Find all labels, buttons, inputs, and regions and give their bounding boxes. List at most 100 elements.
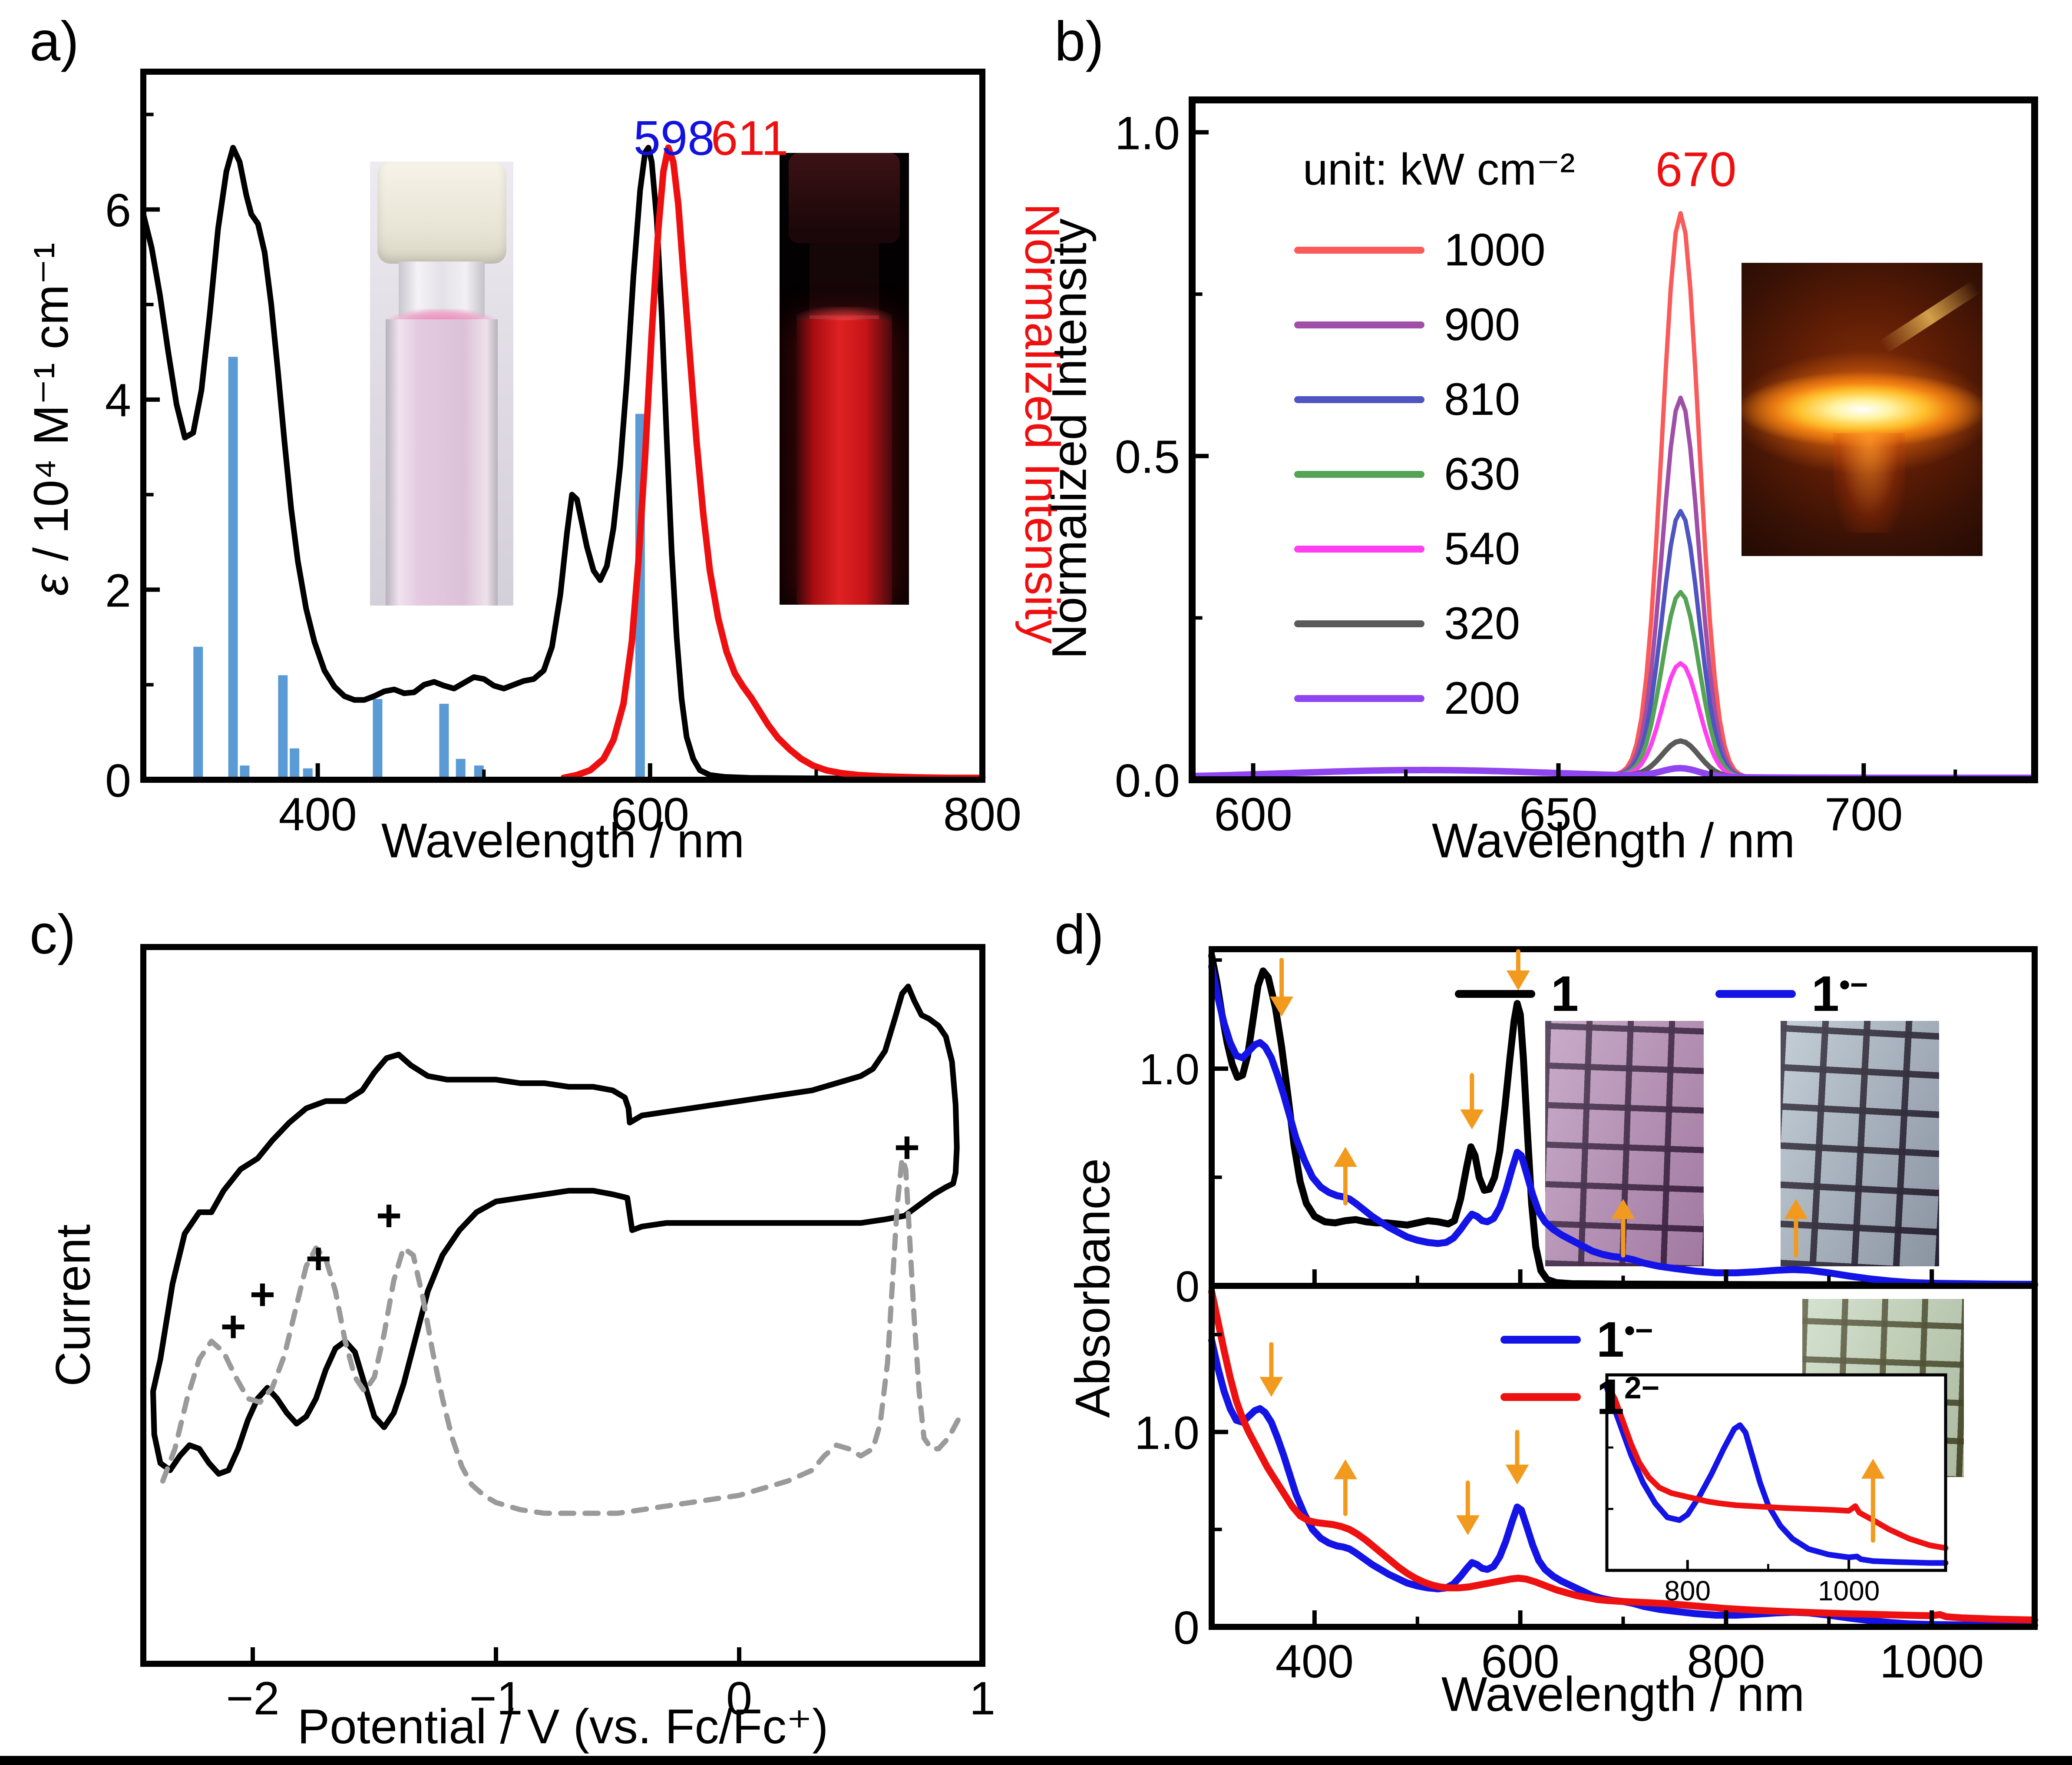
legend-superscript: 2− [1624, 1371, 1660, 1406]
y-tick-label: 0 [1173, 1601, 1200, 1654]
x-tick-label: −2 [226, 1672, 279, 1725]
arrow-head [1456, 1515, 1480, 1536]
y-tick-label: 0 [105, 754, 131, 807]
plot-frame [140, 944, 985, 1667]
arrow-head [1270, 997, 1294, 1017]
laser-flash-photo [1742, 263, 1983, 556]
arrow-head [1460, 1109, 1484, 1129]
d-y-axis-title: Absorbance [1065, 1158, 1120, 1418]
legend-swatch [1294, 396, 1424, 403]
legend-swatch [1500, 1393, 1581, 1401]
x-tick-label: 600 [611, 788, 689, 841]
d-x-axis-title: Wavelength / nm [1441, 1667, 1805, 1722]
x-tick-label: 800 [943, 788, 1021, 841]
plot-frame [140, 69, 985, 783]
x-tick-label: 0 [726, 1672, 752, 1725]
x-tick-label: 1 [969, 1672, 995, 1725]
d-legend-compound-1: 1 [1455, 965, 1579, 1023]
b-y-axis-title: Normalized Intensity [1042, 218, 1097, 659]
legend-label: 540 [1444, 523, 1520, 574]
legend-label: 12− [1596, 1369, 1660, 1425]
arrow-head [1333, 1147, 1357, 1167]
a-x-axis-title: Wavelength / nm [381, 813, 745, 868]
x-tick-label: 400 [1276, 1635, 1354, 1688]
y-tick-label: 1.0 [1134, 1406, 1200, 1459]
y-tick-label: 4 [105, 374, 131, 427]
legend-swatch [1294, 546, 1424, 553]
legend-item-540: 540 [1294, 512, 1546, 586]
arrow-head [1506, 970, 1530, 990]
y-tick-label: 1.0 [1115, 106, 1180, 159]
pink-solution-cuvette-photo [370, 162, 513, 606]
c-y-axis-title: Current [46, 1224, 100, 1387]
legend-label: 810 [1444, 374, 1520, 425]
legend-swatch [1500, 1336, 1581, 1344]
slate-film-grid-photo [1781, 1021, 1939, 1266]
y-tick-label: 1.0 [1139, 1045, 1200, 1094]
legend-label: 1 [1551, 966, 1579, 1022]
plus-mark: + [376, 1191, 402, 1240]
legend-swatch [1294, 695, 1424, 702]
x-tick-label: 1000 [1818, 1575, 1880, 1606]
figure-bottom-rule [0, 1756, 2072, 1765]
series-1•− [1208, 1337, 2038, 1629]
chart-d_inset: 800 1000 [1604, 1373, 1949, 1606]
series-CV [150, 983, 960, 1477]
series-1•− [1208, 963, 2038, 1288]
y-tick-label: 0 [1175, 1262, 1200, 1311]
power-legend: 1000 900 810 630 540 320 200 [1294, 213, 1546, 736]
legend-superscript: •− [1624, 1313, 1653, 1348]
legend-label: 630 [1444, 449, 1520, 500]
plus-mark: + [894, 1123, 920, 1172]
cuvette-meniscus [796, 306, 892, 321]
series-1 [1208, 952, 2038, 1288]
series-12− [1208, 1288, 2038, 1624]
x-tick-label: 650 [1519, 788, 1597, 841]
series-emission [560, 144, 986, 782]
panel-d-label: d) [1054, 904, 1104, 966]
chart-b: 600 650 700 0.0 0.5 1.0 [1115, 96, 2038, 841]
x-tick-label: −1 [469, 1672, 522, 1725]
series-12− [1604, 1381, 1949, 1551]
b-legend-title: unit: kW cm⁻² [1303, 144, 1575, 194]
b-x-axis-title: Wavelength / nm [1431, 813, 1795, 868]
arrow-head [1784, 1199, 1808, 1219]
cuvette-cap [788, 153, 900, 243]
plot-frame [1605, 1373, 1947, 1572]
legend-item-810: 810 [1294, 362, 1546, 437]
legend-swatch [1715, 990, 1796, 998]
y-tick-label: 0.0 [1115, 754, 1180, 807]
a-y-axis-title: ε / 10⁴ M⁻¹ cm⁻¹ [24, 242, 78, 596]
legend-item-1000: 1000 [1294, 213, 1546, 288]
a-abs-peak-label: 598 [633, 111, 715, 166]
legend-label: 1000 [1444, 225, 1546, 275]
legend-item-900: 900 [1294, 288, 1546, 362]
chart-d_bottom: 400 600 800 1000 0 1.0 [1134, 1283, 2038, 1688]
cuvette-body [796, 320, 892, 605]
x-tick-label: 800 [1687, 1635, 1765, 1688]
legend-label: 1•− [1596, 1312, 1653, 1368]
d-legend-radical-anion: 1•− [1715, 965, 1868, 1023]
y-tick-label: 6 [105, 184, 131, 236]
a-em-peak-label: 611 [710, 111, 789, 166]
x-tick-label: 1000 [1880, 1635, 1984, 1688]
red-emission-cuvette-photo [780, 153, 909, 605]
plus-mark: + [305, 1234, 331, 1283]
cuvette-neck [399, 261, 485, 317]
chart-a: 400 600 800 0 2 4 6 [105, 69, 1021, 841]
legend-superscript: •− [1839, 967, 1868, 1003]
legend-label: 320 [1444, 598, 1520, 649]
legend-label: 900 [1444, 299, 1520, 350]
plus-mark: + [220, 1302, 246, 1351]
series-absorption [140, 145, 985, 782]
legend-item-630: 630 [1294, 437, 1546, 512]
legend-label: 200 [1444, 673, 1520, 724]
legend-swatch [1294, 620, 1424, 627]
panel-c-label: c) [30, 904, 76, 966]
arrow-head [1259, 1377, 1283, 1397]
legend-item-320: 320 [1294, 586, 1546, 661]
plus-mark: + [250, 1269, 276, 1319]
flash-reflection [1833, 433, 1906, 533]
